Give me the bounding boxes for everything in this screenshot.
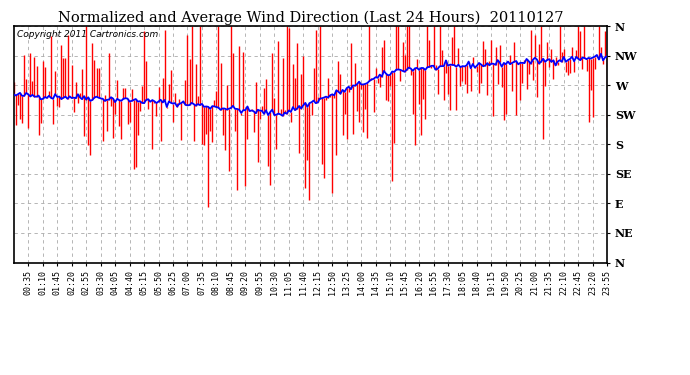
Title: Normalized and Average Wind Direction (Last 24 Hours)  20110127: Normalized and Average Wind Direction (L…	[58, 11, 563, 25]
Text: Copyright 2011 Cartronics.com: Copyright 2011 Cartronics.com	[17, 30, 158, 39]
